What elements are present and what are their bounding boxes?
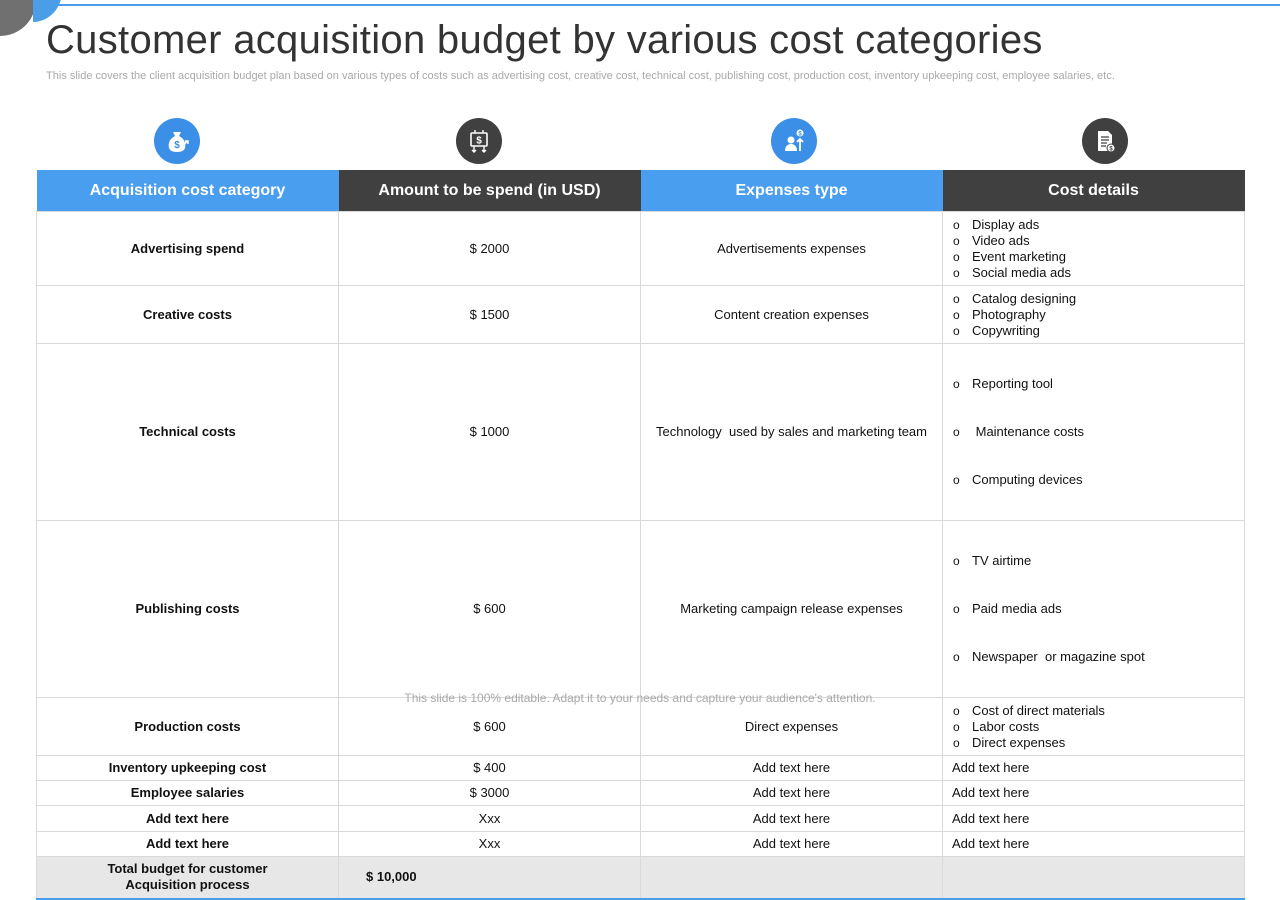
expense-cell: Technology used by sales and marketing t… — [640, 343, 943, 521]
amount-cell: $ 400 — [338, 755, 641, 781]
amount-cell: $ 1500 — [338, 285, 641, 344]
details-cell: Catalog designing Photography Copywritin… — [942, 285, 1245, 344]
budget-table: Acquisition cost category Amount to be s… — [36, 170, 1245, 900]
category-cell: Employee salaries — [36, 780, 339, 806]
category-cell: Publishing costs — [36, 520, 339, 698]
top-accent-line — [40, 4, 1280, 6]
money-bag-icon: $ — [154, 118, 200, 164]
expense-cell: Marketing campaign release expenses — [640, 520, 943, 698]
table-header-row: Acquisition cost category Amount to be s… — [36, 170, 1245, 212]
category-cell: Production costs — [36, 697, 339, 756]
svg-text:$: $ — [174, 140, 180, 151]
details-item: Photography — [953, 307, 1244, 323]
category-cell: Creative costs — [36, 285, 339, 344]
details-item: Paid media ads — [953, 601, 1244, 617]
svg-text:$: $ — [1109, 146, 1113, 152]
details-cell: Reporting tool Maintenance costs Computi… — [942, 343, 1245, 521]
details-item: Catalog designing — [953, 291, 1244, 307]
total-label-cell: Total budget for customer Acquisition pr… — [36, 856, 339, 900]
details-item: Reporting tool — [953, 376, 1244, 392]
details-cell: TV airtime Paid media ads Newspaper or m… — [942, 520, 1245, 698]
details-list: Display ads Video ads Event marketing So… — [943, 217, 1244, 281]
footer-note: This slide is 100% editable. Adapt it to… — [404, 691, 876, 705]
amount-cell: $ 3000 — [338, 780, 641, 806]
page-subtitle: This slide covers the client acquisition… — [46, 70, 1115, 82]
details-item: Computing devices — [953, 472, 1244, 488]
corner-decoration-gray — [0, 0, 36, 36]
amount-cell: Xxx — [338, 831, 641, 857]
table-row: Advertising spend $ 2000 Advertisements … — [36, 211, 1245, 286]
table-row: Employee salaries $ 3000 Add text here A… — [36, 780, 1245, 806]
total-empty-cell — [942, 856, 1245, 900]
details-cell: Add text here — [942, 805, 1245, 832]
document-list-icon: $ — [1082, 118, 1128, 164]
details-item: Labor costs — [953, 719, 1244, 735]
details-cell: Add text here — [942, 831, 1245, 857]
amount-cell: Xxx — [338, 805, 641, 832]
dollar-sign-board-icon: $ — [456, 118, 502, 164]
category-cell: Add text here — [36, 805, 339, 832]
header-cost-details: Cost details — [942, 170, 1245, 212]
table-row: Inventory upkeeping cost $ 400 Add text … — [36, 755, 1245, 781]
total-empty-cell — [640, 856, 943, 900]
details-list: Cost of direct materials Labor costs Dir… — [943, 703, 1244, 751]
table-row: Production costs $ 600 Direct expenses C… — [36, 697, 1245, 756]
page-title: Customer acquisition budget by various c… — [46, 18, 1043, 62]
header-expenses-type: Expenses type — [640, 170, 943, 212]
header-acquisition-cost-category: Acquisition cost category — [36, 170, 339, 212]
total-row: Total budget for customer Acquisition pr… — [36, 856, 1245, 900]
details-cell: Cost of direct materials Labor costs Dir… — [942, 697, 1245, 756]
details-cell: Display ads Video ads Event marketing So… — [942, 211, 1245, 286]
expense-cell: Add text here — [640, 805, 943, 832]
svg-text:$: $ — [476, 136, 482, 147]
expense-cell: Direct expenses — [640, 697, 943, 756]
expense-cell: Add text here — [640, 755, 943, 781]
category-cell: Technical costs — [36, 343, 339, 521]
expense-cell: Content creation expenses — [640, 285, 943, 344]
details-item: Display ads — [953, 217, 1244, 233]
details-cell: Add text here — [942, 780, 1245, 806]
details-item: Video ads — [953, 233, 1244, 249]
details-cell: Add text here — [942, 755, 1245, 781]
details-list: TV airtime Paid media ads Newspaper or m… — [943, 521, 1244, 697]
category-cell: Inventory upkeeping cost — [36, 755, 339, 781]
amount-cell: $ 1000 — [338, 343, 641, 521]
details-list: Catalog designing Photography Copywritin… — [943, 291, 1244, 339]
svg-text:$: $ — [798, 132, 802, 138]
total-amount-cell: $ 10,000 — [338, 856, 641, 900]
table-row: Technical costs $ 1000 Technology used b… — [36, 343, 1245, 521]
amount-cell: $ 2000 — [338, 211, 641, 286]
details-item: TV airtime — [953, 553, 1244, 569]
category-cell: Add text here — [36, 831, 339, 857]
details-item: Copywriting — [953, 323, 1244, 339]
total-label-line1: Total budget for customer — [107, 861, 268, 877]
details-item: Cost of direct materials — [953, 703, 1244, 719]
amount-cell: $ 600 — [338, 697, 641, 756]
table-row: Add text here Xxx Add text here Add text… — [36, 805, 1245, 832]
category-cell: Advertising spend — [36, 211, 339, 286]
total-label-line2: Acquisition process — [125, 877, 250, 893]
table-row: Publishing costs $ 600 Marketing campaig… — [36, 520, 1245, 698]
header-amount: Amount to be spend (in USD) — [338, 170, 641, 212]
details-item: Newspaper or magazine spot — [953, 649, 1244, 665]
expense-cell: Add text here — [640, 780, 943, 806]
amount-cell: $ 600 — [338, 520, 641, 698]
person-dollar-growth-icon: $ — [771, 118, 817, 164]
details-item: Direct expenses — [953, 735, 1244, 751]
details-list: Reporting tool Maintenance costs Computi… — [943, 344, 1244, 520]
details-item: Social media ads — [953, 265, 1244, 281]
expense-cell: Add text here — [640, 831, 943, 857]
expense-cell: Advertisements expenses — [640, 211, 943, 286]
details-item: Maintenance costs — [953, 424, 1244, 440]
details-item: Event marketing — [953, 249, 1244, 265]
table-row: Add text here Xxx Add text here Add text… — [36, 831, 1245, 857]
table-row: Creative costs $ 1500 Content creation e… — [36, 285, 1245, 344]
